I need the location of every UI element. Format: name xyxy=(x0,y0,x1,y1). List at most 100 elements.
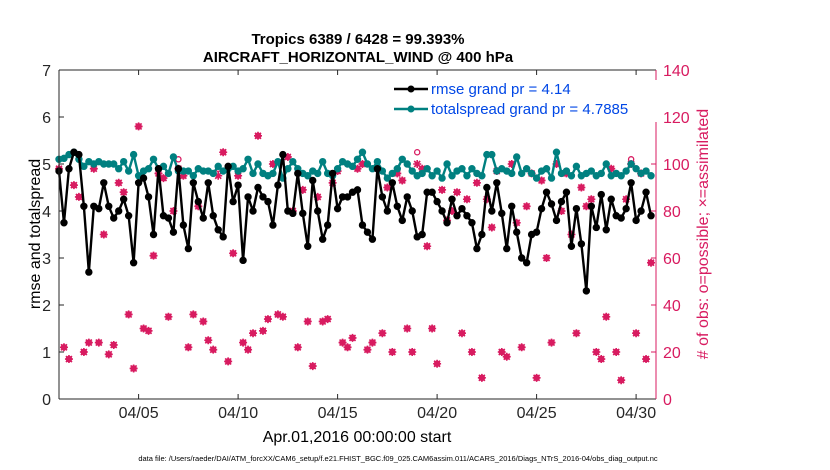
obs-assimilated-point xyxy=(353,164,362,173)
rmse-point xyxy=(597,190,605,199)
obs-assimilated-point xyxy=(448,207,457,215)
plot-frame xyxy=(58,69,657,400)
rmse-point xyxy=(622,204,630,213)
obs-assimilated-point xyxy=(204,336,213,345)
rmse-point xyxy=(229,197,237,206)
obs-assimilated-point xyxy=(542,254,551,262)
rmse-point xyxy=(129,259,138,267)
rmse-point xyxy=(433,197,441,206)
spread-point xyxy=(428,172,436,180)
spread-point xyxy=(115,165,123,173)
legend: rmse grand pr = 4.14 totalspread grand p… xyxy=(390,80,660,122)
spread-point xyxy=(348,162,357,171)
obs-assimilated-point xyxy=(84,338,93,347)
y-right-tick-label: 20 xyxy=(663,345,681,362)
obs-assimilated-point xyxy=(244,345,253,354)
rmse-point xyxy=(299,209,307,218)
obs-assimilated-point xyxy=(169,207,178,215)
spread-point xyxy=(393,165,401,173)
rmse-point xyxy=(378,193,387,201)
legend-spread-marker xyxy=(407,105,415,113)
rmse-point xyxy=(115,207,123,215)
rmse-point xyxy=(318,235,327,243)
obs-assimilated-point xyxy=(313,192,322,201)
obs-assimilated-point xyxy=(438,185,447,194)
rmse-point xyxy=(498,209,506,218)
spread-point xyxy=(373,157,382,166)
rmse-point xyxy=(577,240,586,248)
rmse-point xyxy=(567,242,576,250)
obs-assimilated-point xyxy=(273,310,282,319)
x-tick-label: 04/30 xyxy=(616,405,656,422)
rmse-point xyxy=(119,195,128,203)
obs-assimilated-point xyxy=(149,251,158,260)
obs-assimilated-point xyxy=(99,230,108,239)
legend-rmse-marker xyxy=(407,85,415,93)
obs-assimilated-point xyxy=(423,242,432,251)
spread-point xyxy=(602,160,610,168)
spread-point xyxy=(478,172,486,180)
spread-point xyxy=(244,155,252,164)
y-axis-right-label: # of obs: o=possible; ×=assimilated xyxy=(695,109,712,359)
y-right-tick-label: 0 xyxy=(663,392,672,409)
obs-assimilated-point xyxy=(368,338,377,347)
spread-point xyxy=(284,165,292,173)
obs-assimilated-point xyxy=(214,171,223,180)
spread-point xyxy=(289,157,297,166)
obs-assimilated-point xyxy=(258,326,267,335)
rmse-point xyxy=(343,193,352,201)
obs-assimilated-point xyxy=(278,312,287,321)
chart-title-line2: AIRCRAFT_HORIZONTAL_WIND @ 400 hPa xyxy=(203,49,514,66)
spread-point xyxy=(314,169,322,178)
obs-assimilated-point xyxy=(388,348,397,356)
obs-assimilated-point xyxy=(219,148,228,157)
obs-assimilated-point xyxy=(577,183,586,192)
obs-assimilated-point xyxy=(338,338,347,347)
rmse-point xyxy=(403,193,411,201)
y-right-tick-label: 80 xyxy=(663,204,681,221)
spread-point xyxy=(189,172,198,180)
obs-assimilated-point xyxy=(343,343,352,352)
rmse-point xyxy=(517,254,526,262)
rmse-point xyxy=(587,202,596,211)
obs-assimilated-point xyxy=(467,348,476,356)
spread-point xyxy=(60,154,68,163)
spread-point xyxy=(129,150,138,159)
spread-point xyxy=(527,169,536,178)
spread-point xyxy=(124,167,133,175)
legend-spread-label: totalspread grand pr = 4.7885 xyxy=(431,101,628,118)
spread-point xyxy=(632,165,640,173)
x-tick-label: 04/15 xyxy=(318,405,358,422)
obs-assimilated-point xyxy=(408,348,417,356)
obs-assimilated-point xyxy=(482,195,491,204)
obs-assimilated-point xyxy=(378,329,387,338)
rmse-point xyxy=(572,204,581,213)
obs-assimilated-point xyxy=(532,373,541,382)
obs-assimilated-point xyxy=(318,317,327,326)
y-axis-left-label: rmse and totalspread xyxy=(27,159,44,309)
rmse-point xyxy=(488,207,496,215)
obs-assimilated-point xyxy=(308,362,317,371)
rmse-point xyxy=(100,179,108,187)
y-right-tick-label: 120 xyxy=(663,110,690,127)
y-left-tick-label: 6 xyxy=(42,110,51,127)
obs-assimilated-point xyxy=(383,183,392,192)
rmse-point xyxy=(279,150,287,159)
rmse-point xyxy=(552,216,561,225)
rmse-point xyxy=(592,223,600,232)
obs-assimilated-point xyxy=(59,343,68,352)
spread-point xyxy=(144,165,153,173)
obs-assimilated-point xyxy=(557,207,566,215)
spread-point xyxy=(408,167,416,175)
obs-assimilated-point xyxy=(189,310,198,319)
rmse-point xyxy=(358,221,367,229)
rmse-point xyxy=(398,216,406,225)
rmse-point xyxy=(244,193,252,201)
obs-assimilated-point xyxy=(622,195,631,204)
rmse-point xyxy=(463,212,471,220)
spread-point xyxy=(522,165,531,173)
spread-point xyxy=(209,169,217,178)
spread-point xyxy=(647,172,655,180)
y-left-tick-label: 0 xyxy=(42,392,51,409)
rmse-point xyxy=(149,230,158,239)
